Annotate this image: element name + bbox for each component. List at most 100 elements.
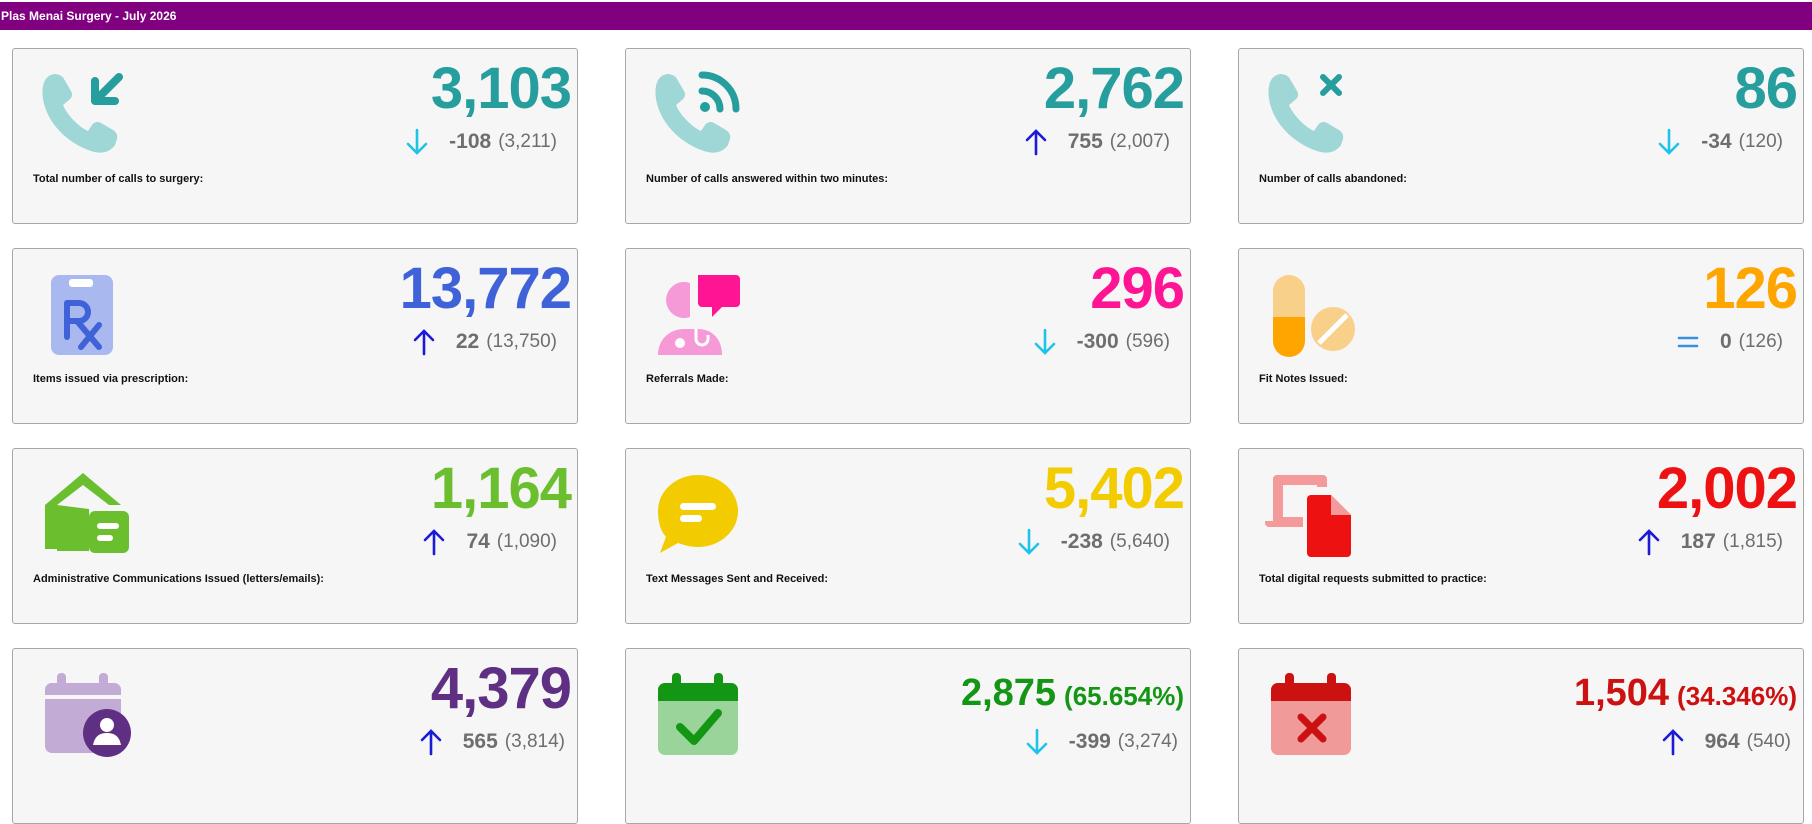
chat-bubble-icon [650, 465, 746, 561]
kpi-value: 5,402 [1043, 456, 1185, 521]
arrow-up-icon [1638, 529, 1660, 556]
kpi-value-number: 1,504 [1573, 672, 1670, 714]
kpi-value: 1,164 [430, 456, 572, 521]
kpi-change: 187 (1,815) [1637, 525, 1783, 559]
kpi-value: 2,762 [1043, 56, 1185, 121]
phone-answered-icon [650, 65, 746, 161]
report-title-bar: Plas Menai Surgery - July 2026 [0, 2, 1812, 30]
calendar-cross-icon [1263, 665, 1359, 761]
kpi-label: Total number of calls to surgery: [33, 173, 204, 185]
calendar-check-icon [650, 665, 746, 761]
arrow-up-icon [1662, 729, 1683, 756]
kpi-card-text-messages: 5,402 -238 (5,640) Text Messages Sent an… [625, 448, 1191, 624]
arrow-down-icon [406, 128, 428, 155]
kpi-previous: (3,274) [1117, 731, 1178, 752]
kpi-delta: 22 [455, 330, 480, 353]
kpi-value: 2,002 [1656, 456, 1798, 521]
arrow-down-icon [1026, 728, 1048, 755]
kpi-delta: 755 [1067, 130, 1103, 153]
kpi-card-total-calls: 3,103 -108 (3,211) Total number of calls… [12, 48, 578, 224]
equals-icon [1677, 336, 1699, 348]
kpi-delta: 964 [1704, 730, 1740, 753]
report-title: Plas Menai Surgery - July 2026 [1, 9, 177, 23]
kpi-value: 296 [1090, 256, 1185, 321]
kpi-previous: (3,814) [504, 731, 565, 752]
kpi-previous: (1,090) [496, 531, 557, 552]
digital-request-icon [1263, 465, 1359, 561]
kpi-previous: (5,640) [1109, 531, 1170, 552]
kpi-change: -34 (120) [1657, 125, 1783, 159]
kpi-delta: -238 [1060, 530, 1103, 553]
kpi-previous: (2,007) [1109, 131, 1170, 152]
kpi-value: 1,504 (34.346%) [1574, 665, 1797, 724]
kpi-change: 755 (2,007) [1024, 125, 1170, 159]
kpi-value: 86 [1734, 56, 1798, 121]
kpi-card-fit-notes: 126 0 (126) Fit Notes Issued: [1238, 248, 1804, 424]
kpi-label: Number of calls answered within two minu… [646, 173, 889, 185]
doctor-referral-icon [650, 265, 746, 361]
kpi-percent: (34.346%) [1677, 681, 1797, 711]
kpi-delta: -399 [1068, 730, 1111, 753]
kpi-value-number: 2,875 [960, 672, 1057, 714]
kpi-grid: 3,103 -108 (3,211) Total number of calls… [12, 48, 1804, 824]
kpi-previous: (3,211) [498, 131, 557, 152]
kpi-delta: 187 [1680, 530, 1716, 553]
kpi-change: 964 (540) [1661, 725, 1791, 759]
kpi-percent: (65.654%) [1064, 681, 1184, 711]
kpi-change: 565 (3,814) [419, 725, 565, 759]
kpi-previous: (540) [1746, 731, 1791, 752]
kpi-card-referrals: 296 -300 (596) Referrals Made: [625, 248, 1191, 424]
kpi-label: Administrative Communications Issued (le… [33, 573, 324, 585]
kpi-card-digital-requests: 2,002 187 (1,815) Total digital requests… [1238, 448, 1804, 624]
envelope-letter-icon [37, 465, 133, 561]
kpi-delta: 74 [466, 530, 490, 553]
kpi-previous: (126) [1738, 331, 1783, 352]
kpi-value: 126 [1703, 256, 1798, 321]
kpi-card-calls-abandoned: 86 -34 (120) Number of calls abandoned: [1238, 48, 1804, 224]
kpi-label: Text Messages Sent and Received: [646, 573, 828, 585]
kpi-label: Number of calls abandoned: [1259, 173, 1407, 185]
kpi-previous: (120) [1738, 131, 1783, 152]
pills-icon [1263, 265, 1359, 361]
phone-incoming-icon [37, 65, 133, 161]
kpi-change: -300 (596) [1033, 325, 1170, 359]
kpi-change: 0 (126) [1676, 325, 1783, 359]
kpi-previous: (13,750) [486, 331, 557, 352]
kpi-change: -108 (3,211) [405, 125, 557, 159]
kpi-label: Fit Notes Issued: [1259, 373, 1348, 385]
kpi-value: 3,103 [430, 56, 572, 121]
kpi-label: Referrals Made: [646, 373, 729, 385]
kpi-delta: 0 [1719, 330, 1732, 353]
kpi-change: -238 (5,640) [1017, 525, 1170, 559]
kpi-change: -399 (3,274) [1025, 725, 1178, 759]
kpi-delta: -34 [1701, 130, 1732, 153]
arrow-up-icon [424, 529, 445, 556]
kpi-card-appointments-missed: 1,504 (34.346%) 964 (540) [1238, 648, 1804, 824]
kpi-value: 13,772 [399, 256, 572, 321]
kpi-card-appointments-attended: 2,875 (65.654%) -399 (3,274) [625, 648, 1191, 824]
kpi-change: 22 (13,750) [412, 325, 557, 359]
calendar-user-icon [37, 665, 133, 761]
kpi-value: 2,875 (65.654%) [961, 665, 1184, 724]
kpi-card-appointments: 4,379 565 (3,814) [12, 648, 578, 824]
kpi-change: 74 (1,090) [422, 525, 557, 559]
arrow-down-icon [1034, 328, 1055, 355]
arrow-down-icon [1018, 528, 1040, 555]
phone-missed-icon [1263, 65, 1359, 161]
kpi-card-calls-answered: 2,762 755 (2,007) Number of calls answer… [625, 48, 1191, 224]
prescription-icon [37, 265, 133, 361]
arrow-up-icon [413, 329, 435, 356]
arrow-up-icon [1025, 129, 1047, 156]
arrow-down-icon [1658, 128, 1680, 155]
kpi-label: Total digital requests submitted to prac… [1259, 573, 1487, 585]
kpi-value: 4,379 [430, 656, 572, 721]
kpi-card-admin-communications: 1,164 74 (1,090) Administrative Communic… [12, 448, 578, 624]
kpi-delta: 565 [462, 730, 498, 753]
kpi-delta: -108 [449, 130, 492, 153]
arrow-up-icon [420, 729, 442, 756]
kpi-previous: (1,815) [1722, 531, 1783, 552]
kpi-previous: (596) [1125, 331, 1170, 352]
kpi-delta: -300 [1076, 330, 1119, 353]
kpi-label: Items issued via prescription: [33, 373, 189, 385]
kpi-card-prescription-items: 13,772 22 (13,750) Items issued via pres… [12, 248, 578, 424]
